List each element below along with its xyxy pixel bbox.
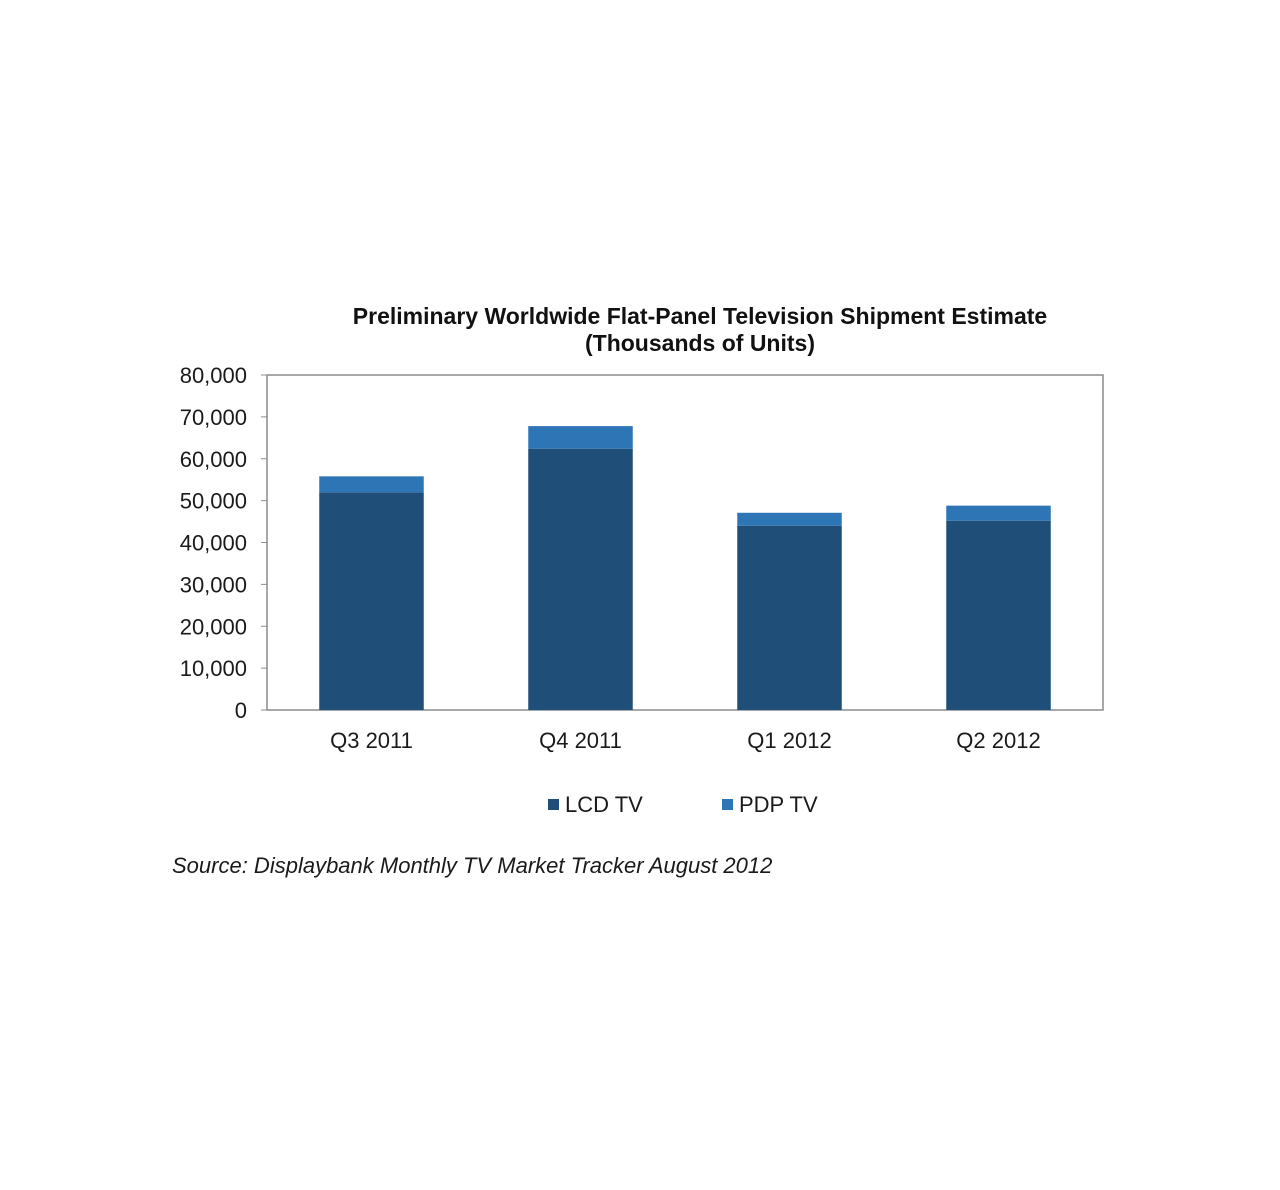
- chart-subtitle: (Thousands of Units): [585, 330, 815, 356]
- legend-label: LCD TV: [565, 792, 643, 817]
- x-axis: Q3 2011 Q4 2011 Q1 2012 Q2 2012: [330, 728, 1041, 753]
- bar-lcd-tv-q1-2012: [737, 525, 842, 710]
- chart-title: Preliminary Worldwide Flat-Panel Televis…: [353, 303, 1047, 329]
- x-tick-label: Q3 2011: [330, 728, 413, 753]
- x-tick-label: Q1 2012: [747, 728, 831, 753]
- legend-swatch: [722, 799, 733, 810]
- y-tick-label: 0: [235, 698, 247, 723]
- bar-lcd-tv-q3-2011: [319, 492, 424, 710]
- y-tick-label: 10,000: [180, 656, 247, 681]
- legend-label: PDP TV: [739, 792, 818, 817]
- x-tick-label: Q4 2011: [539, 728, 622, 753]
- source-note: Source: Displaybank Monthly TV Market Tr…: [172, 853, 772, 878]
- y-tick-label: 20,000: [180, 614, 247, 639]
- bar-pdp-tv-q4-2011: [528, 426, 633, 449]
- bar-pdp-tv-q2-2012: [946, 505, 1051, 521]
- bar-lcd-tv-q4-2011: [528, 448, 633, 710]
- y-tick-label: 30,000: [180, 572, 247, 597]
- bar-pdp-tv-q1-2012: [737, 512, 842, 526]
- y-tick-label: 60,000: [180, 447, 247, 472]
- bars-group: [319, 426, 1051, 710]
- y-tick-label: 80,000: [180, 363, 247, 388]
- y-tick-label: 70,000: [180, 405, 247, 430]
- bar-lcd-tv-q2-2012: [946, 520, 1051, 710]
- y-tick-label: 50,000: [180, 489, 247, 514]
- x-tick-label: Q2 2012: [956, 728, 1040, 753]
- y-tick-label: 40,000: [180, 531, 247, 556]
- bar-pdp-tv-q3-2011: [319, 476, 424, 493]
- legend-swatch: [548, 799, 559, 810]
- legend: LCD TV PDP TV: [548, 792, 818, 817]
- y-axis: 0 10,000 20,000 30,000 40,000 50,000 60,000 70,…: [180, 363, 267, 723]
